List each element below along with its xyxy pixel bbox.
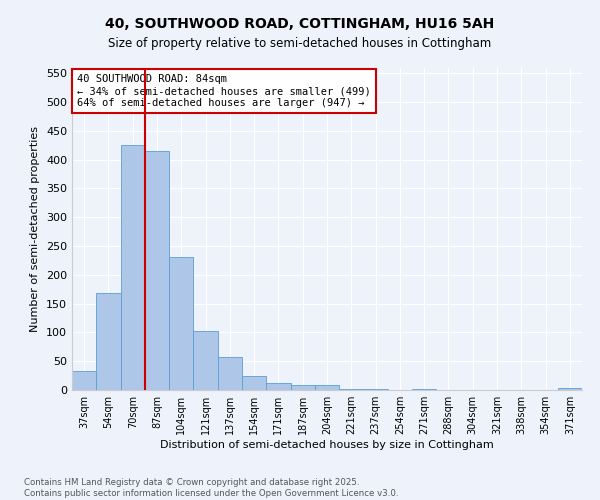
Bar (218, 356, 242, 390)
Bar (290, 385, 315, 390)
Y-axis label: Number of semi-detached properties: Number of semi-detached properties (31, 126, 40, 332)
Bar (121, 145, 145, 390)
Bar (193, 332, 218, 390)
Bar (315, 385, 339, 390)
Text: Size of property relative to semi-detached houses in Cottingham: Size of property relative to semi-detach… (109, 38, 491, 51)
Text: 40, SOUTHWOOD ROAD, COTTINGHAM, HU16 5AH: 40, SOUTHWOOD ROAD, COTTINGHAM, HU16 5AH (106, 18, 494, 32)
Bar (558, 388, 582, 390)
Bar (242, 376, 266, 390)
Text: Contains HM Land Registry data © Crown copyright and database right 2025.
Contai: Contains HM Land Registry data © Crown c… (24, 478, 398, 498)
Bar (339, 389, 364, 390)
X-axis label: Distribution of semi-detached houses by size in Cottingham: Distribution of semi-detached houses by … (160, 440, 494, 450)
Bar (96, 293, 121, 390)
Bar (145, 151, 169, 390)
Bar (72, 371, 96, 390)
Text: 40 SOUTHWOOD ROAD: 84sqm
← 34% of semi-detached houses are smaller (499)
64% of : 40 SOUTHWOOD ROAD: 84sqm ← 34% of semi-d… (77, 74, 371, 108)
Bar (266, 383, 290, 390)
Bar (169, 257, 193, 390)
